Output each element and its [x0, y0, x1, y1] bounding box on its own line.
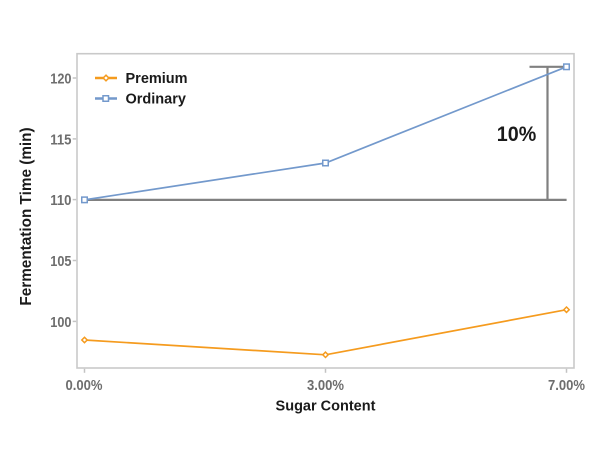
svg-text:120: 120 [50, 72, 71, 88]
svg-text:Sugar Content: Sugar Content [276, 399, 376, 415]
svg-text:100: 100 [50, 315, 71, 331]
svg-text:Ordinary: Ordinary [126, 92, 186, 108]
svg-text:110: 110 [50, 193, 71, 209]
svg-text:Fermentation Time (min): Fermentation Time (min) [18, 127, 35, 305]
svg-text:7.00%: 7.00% [548, 378, 585, 394]
svg-text:10%: 10% [497, 122, 537, 146]
svg-text:115: 115 [50, 132, 71, 148]
svg-text:3.00%: 3.00% [307, 378, 344, 394]
svg-text:105: 105 [50, 254, 71, 270]
svg-text:0.00%: 0.00% [66, 378, 103, 394]
svg-text:Premium: Premium [126, 71, 188, 87]
